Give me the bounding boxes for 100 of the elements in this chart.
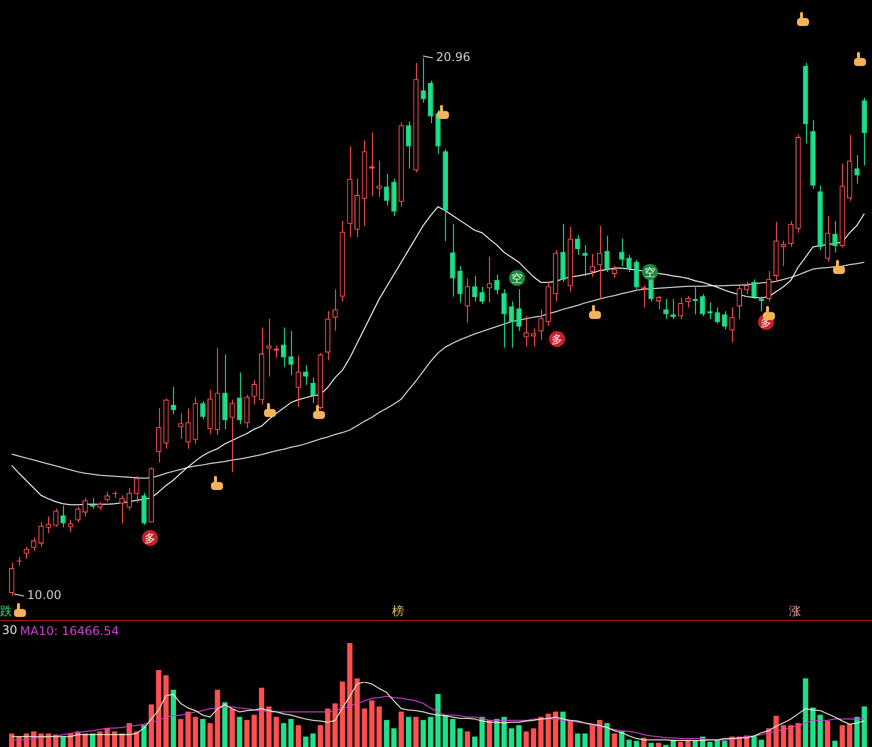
bar bbox=[597, 720, 602, 747]
bar bbox=[236, 716, 242, 747]
candlestick bbox=[670, 298, 676, 320]
candlestick bbox=[538, 308, 544, 340]
bar bbox=[9, 733, 14, 747]
candlestick bbox=[626, 254, 632, 273]
text: 30 bbox=[2, 623, 18, 638]
bar bbox=[163, 675, 169, 747]
candlestick bbox=[582, 244, 588, 276]
candlestick bbox=[744, 281, 750, 295]
text: 跌 bbox=[0, 604, 12, 618]
candlestick bbox=[46, 516, 52, 534]
bar bbox=[420, 720, 426, 747]
candlestick bbox=[479, 286, 485, 304]
bar bbox=[230, 708, 235, 747]
bar bbox=[362, 708, 368, 747]
annotation: 10.00 bbox=[27, 588, 62, 602]
candlestick bbox=[758, 296, 764, 312]
bar bbox=[450, 718, 456, 747]
bar bbox=[818, 714, 823, 747]
candlestick bbox=[685, 296, 691, 308]
candlestick bbox=[200, 400, 206, 420]
candlestick bbox=[854, 154, 860, 184]
bar bbox=[538, 716, 544, 747]
bar bbox=[288, 718, 294, 747]
bar bbox=[612, 733, 618, 747]
bar bbox=[530, 728, 536, 747]
bar bbox=[442, 714, 448, 747]
candlestick bbox=[494, 274, 500, 295]
candlestick bbox=[38, 522, 44, 548]
candlestick bbox=[296, 354, 301, 408]
bar bbox=[318, 725, 324, 747]
bar bbox=[60, 736, 66, 747]
annotation: 空 bbox=[644, 266, 656, 279]
bar bbox=[82, 733, 88, 747]
bar bbox=[244, 720, 250, 747]
candlestick bbox=[457, 266, 463, 303]
bar bbox=[552, 712, 558, 747]
bar bbox=[340, 681, 346, 747]
bar bbox=[472, 736, 478, 747]
candlestick bbox=[384, 173, 390, 206]
bar bbox=[648, 742, 654, 747]
candlestick bbox=[714, 306, 720, 324]
bar bbox=[200, 718, 206, 747]
bar bbox=[207, 723, 213, 747]
candlestick bbox=[376, 160, 382, 198]
annotation: 多 bbox=[552, 332, 562, 346]
bar bbox=[780, 725, 786, 747]
bar bbox=[192, 716, 198, 747]
bar bbox=[524, 731, 529, 747]
candlestick bbox=[68, 519, 74, 533]
candlestick bbox=[406, 120, 412, 169]
bar bbox=[626, 740, 632, 747]
candlestick bbox=[185, 408, 191, 450]
bar bbox=[810, 707, 816, 747]
bar bbox=[280, 723, 286, 747]
bar bbox=[296, 725, 301, 747]
bar bbox=[802, 678, 808, 747]
bar bbox=[252, 714, 257, 747]
bar bbox=[406, 716, 412, 747]
candlestick bbox=[729, 306, 735, 343]
bar bbox=[214, 690, 220, 747]
candlestick bbox=[700, 294, 706, 317]
annotation: 多 bbox=[144, 532, 156, 545]
candlestick bbox=[60, 505, 66, 528]
bar bbox=[126, 723, 132, 747]
candlestick bbox=[508, 300, 514, 348]
candlestick bbox=[266, 318, 272, 378]
bar bbox=[413, 716, 419, 747]
bar bbox=[862, 706, 867, 747]
candlestick bbox=[575, 234, 580, 256]
bar bbox=[590, 725, 596, 747]
bar bbox=[398, 712, 404, 747]
candlestick bbox=[230, 399, 235, 473]
bar bbox=[376, 706, 382, 747]
candlestick bbox=[9, 562, 14, 596]
candlestick bbox=[516, 288, 522, 332]
bar bbox=[274, 716, 279, 747]
bar bbox=[692, 740, 698, 747]
candlestick bbox=[736, 283, 742, 320]
candlestick bbox=[82, 497, 88, 517]
bar bbox=[494, 718, 500, 747]
bar bbox=[619, 731, 624, 747]
bar bbox=[156, 670, 162, 747]
candlestick bbox=[832, 220, 838, 253]
bar bbox=[773, 716, 779, 747]
candlestick bbox=[236, 372, 242, 425]
candlestick bbox=[530, 328, 536, 348]
candlestick bbox=[252, 380, 257, 406]
candlestick bbox=[612, 266, 618, 278]
bar bbox=[347, 643, 352, 747]
bar bbox=[354, 678, 360, 747]
candlestick bbox=[524, 316, 529, 348]
bar bbox=[582, 733, 588, 747]
candlestick bbox=[751, 278, 757, 300]
bar bbox=[391, 728, 397, 747]
text: 涨 bbox=[789, 604, 801, 618]
candlestick bbox=[170, 386, 176, 415]
candlestick bbox=[634, 259, 640, 290]
text: MA10: 16466.54 bbox=[20, 624, 119, 638]
